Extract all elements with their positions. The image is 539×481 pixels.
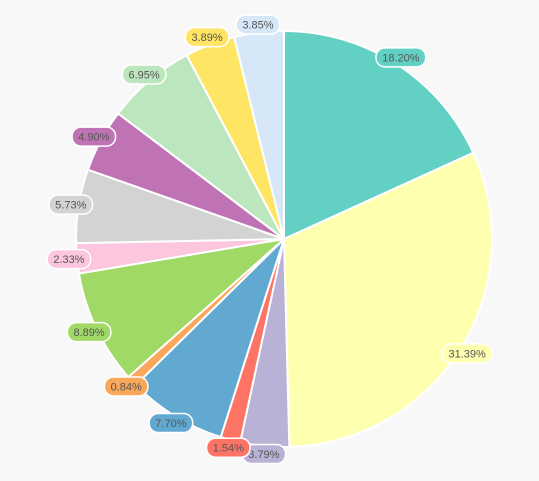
slice-label-text: 7.70% [155, 418, 186, 430]
slice-label-pill [441, 343, 493, 364]
slice-label-pill [121, 64, 167, 85]
slice-label-pill [103, 376, 149, 397]
slice-label-text: 8.89% [74, 327, 105, 339]
slice-label-text: 0.84% [111, 381, 142, 393]
slice-label-12: 3.85% [235, 14, 281, 35]
slice-label-0: 18.20% [375, 47, 427, 68]
slice-label-7: 2.33% [46, 248, 92, 270]
slice-label-text: 4.90% [78, 132, 109, 144]
slice-label-8: 5.73% [48, 194, 94, 215]
slice-label-3: 1.54% [205, 437, 251, 458]
slice-label-pill [235, 14, 281, 35]
slice-label-pill [375, 47, 427, 68]
slice-label-pill [205, 437, 251, 458]
slice-label-text: 6.95% [128, 69, 159, 81]
slice-label-1: 31.39% [441, 343, 493, 364]
slice-label-text: 18.20% [382, 52, 420, 64]
slice-label-text: 2.33% [53, 254, 84, 266]
slice-label-pill [184, 26, 230, 48]
slice-label-pill [48, 194, 94, 215]
slice-label-10: 6.95% [121, 64, 167, 85]
slice-label-text: 3.89% [191, 32, 222, 44]
slice-label-text: 31.39% [448, 348, 486, 360]
slice-label-text: 3.79% [248, 449, 279, 461]
labels-layer: 18.20% 31.39% 3.79% 1.54% 7.70% 0.84% 8.89% 2.3… [46, 14, 493, 465]
slice-label-11: 3.89% [184, 26, 230, 48]
slice-label-text: 1.54% [213, 443, 244, 455]
slice-label-text: 3.85% [242, 19, 273, 31]
slice-label-pill [46, 248, 92, 270]
slice-label-4: 7.70% [148, 412, 194, 434]
slice-label-pill [66, 321, 112, 343]
slice-label-pill [71, 126, 117, 147]
slice-label-9: 4.90% [71, 126, 117, 147]
slice-label-text: 5.73% [55, 200, 86, 212]
slice-label-6: 8.89% [66, 321, 112, 343]
slice-label-pill [148, 412, 194, 434]
slice-label-5: 0.84% [103, 376, 149, 397]
